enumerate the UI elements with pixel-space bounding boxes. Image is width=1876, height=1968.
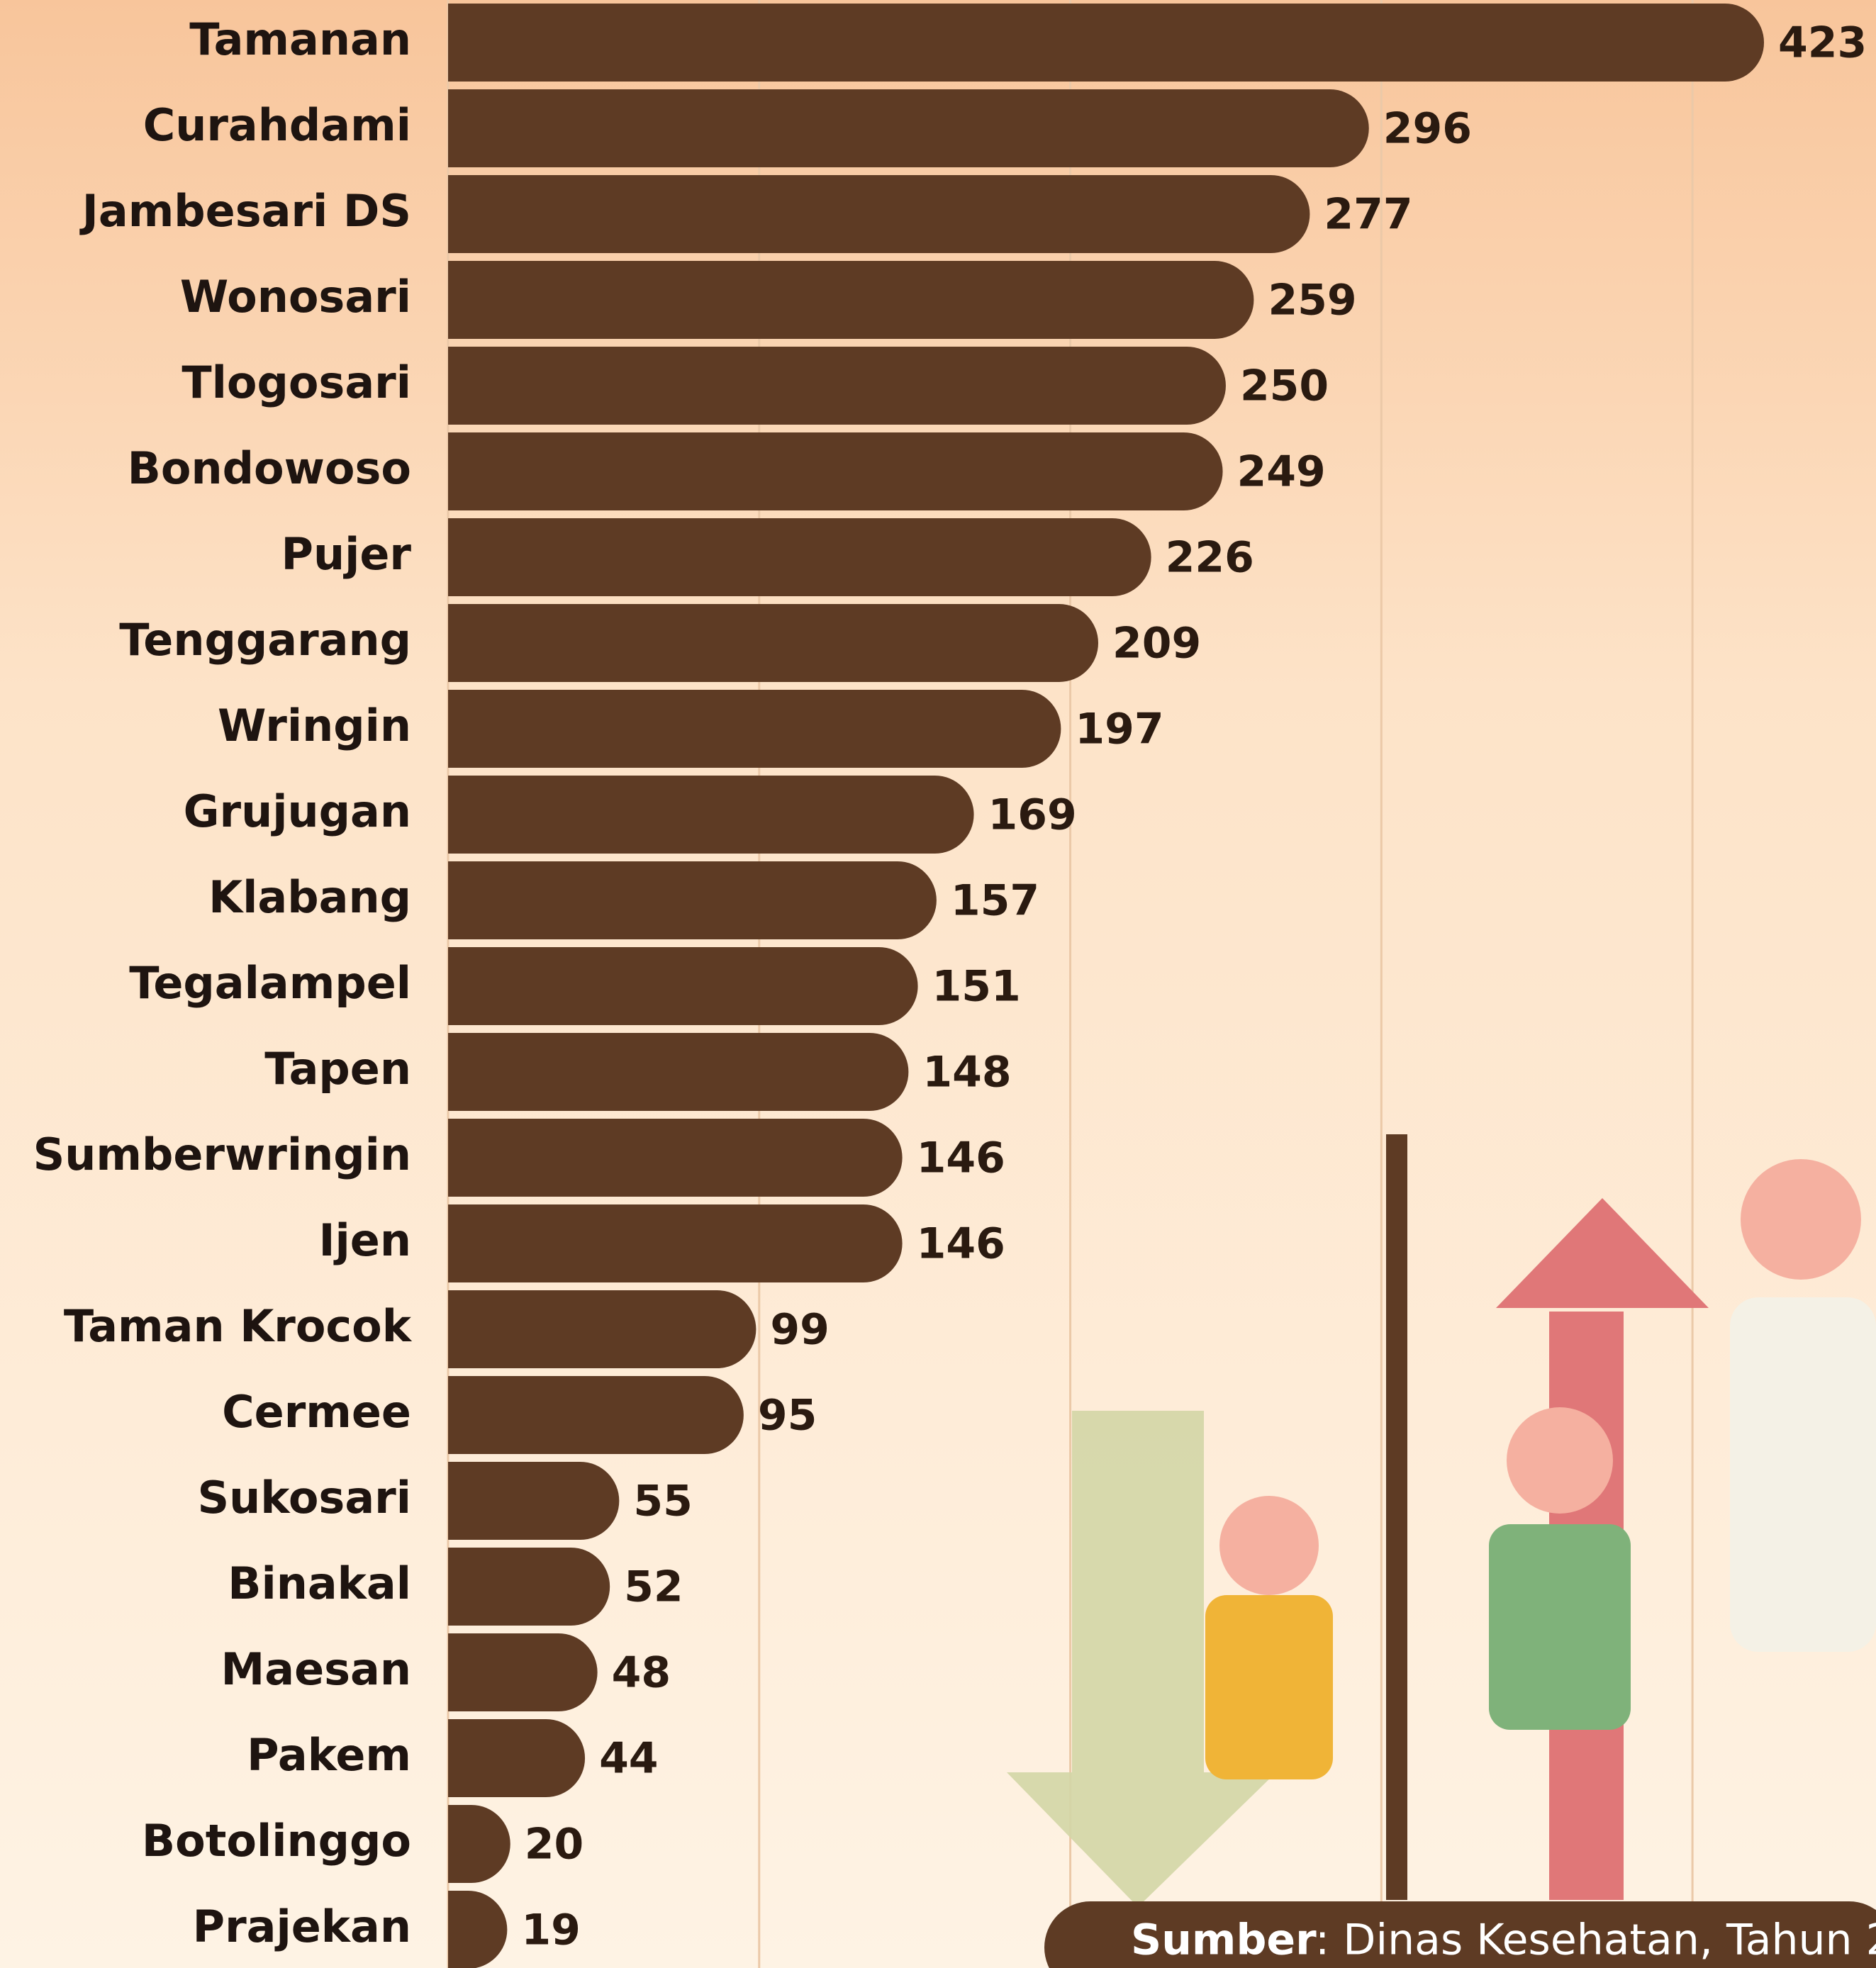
y-tick-label: Maesan <box>221 1643 411 1695</box>
child-figure <box>1507 1407 1613 1514</box>
y-tick-label: Bondowoso <box>128 442 411 494</box>
bar <box>448 4 1764 82</box>
value-label: 259 <box>1268 276 1356 325</box>
y-tick-label: Botolinggo <box>142 1815 411 1867</box>
y-tick-label: Sukosari <box>197 1472 411 1523</box>
y-tick-label: Tamanan <box>189 13 411 65</box>
bar <box>448 261 1254 339</box>
bar <box>448 604 1098 682</box>
bar <box>448 1462 619 1540</box>
bar <box>448 1033 908 1111</box>
value-label: 95 <box>758 1391 817 1441</box>
bar <box>448 690 1061 768</box>
doctor-figure <box>1730 1297 1876 1652</box>
y-tick-label: Binakal <box>228 1558 411 1609</box>
bar <box>448 861 937 939</box>
bar <box>448 1719 585 1797</box>
bar <box>448 432 1223 510</box>
value-label: 157 <box>951 876 1039 926</box>
y-tick-label: Klabang <box>208 871 411 923</box>
y-tick-label: Wonosari <box>180 271 411 323</box>
source-text: : Dinas Kesehatan, Tahun 20 <box>1315 1916 1876 1965</box>
value-label: 19 <box>521 1906 581 1955</box>
bar <box>448 776 974 854</box>
chart: Tamanan 423 Curahdami 296 Jambesari DS 277 Won… <box>0 0 1876 1968</box>
value-label: 423 <box>1778 18 1867 68</box>
value-label: 249 <box>1237 447 1326 497</box>
value-label: 209 <box>1112 619 1201 669</box>
value-label: 169 <box>988 790 1077 840</box>
bar <box>448 89 1369 167</box>
value-label: 197 <box>1075 705 1163 754</box>
y-tick-label: Tenggarang <box>119 614 411 666</box>
value-label: 20 <box>525 1820 584 1869</box>
value-label: 296 <box>1383 104 1472 154</box>
value-label: 146 <box>917 1134 1005 1183</box>
value-label: 226 <box>1166 533 1254 583</box>
child-figure <box>1489 1524 1631 1730</box>
y-tick-label: Prajekan <box>193 1901 411 1952</box>
value-label: 99 <box>770 1305 830 1355</box>
bar <box>448 1290 756 1368</box>
value-label: 250 <box>1240 362 1329 411</box>
y-tick-label: Sumberwringin <box>33 1129 411 1180</box>
bar <box>448 1548 610 1626</box>
y-tick-label: Tegalampel <box>129 957 411 1009</box>
bar <box>448 347 1226 425</box>
child-figure <box>1205 1595 1333 1779</box>
value-label: 44 <box>599 1734 659 1784</box>
value-label: 48 <box>612 1648 671 1698</box>
height-ruler <box>1386 1134 1407 1900</box>
y-tick-label: Tlogosari <box>182 357 411 408</box>
value-label: 151 <box>932 962 1021 1012</box>
y-tick-label: Curahdami <box>143 99 411 151</box>
value-label: 148 <box>922 1048 1011 1097</box>
doctor-figure <box>1741 1159 1861 1280</box>
y-tick-label: Taman Krocok <box>64 1300 413 1352</box>
y-tick-label: Pujer <box>281 528 412 580</box>
source-label: Sumber <box>1131 1916 1317 1965</box>
bar <box>448 518 1151 596</box>
y-tick-label: Ijen <box>318 1214 411 1266</box>
y-tick-label: Pakem <box>247 1729 411 1781</box>
y-tick-label: Tapen <box>264 1043 411 1095</box>
value-label: 52 <box>624 1562 683 1612</box>
value-label: 55 <box>633 1477 693 1526</box>
y-tick-label: Cermee <box>222 1386 411 1438</box>
bar <box>448 947 918 1025</box>
value-label: 146 <box>917 1219 1005 1269</box>
bar <box>448 1633 598 1711</box>
y-tick-label: Grujugan <box>184 785 411 837</box>
value-label: 277 <box>1324 190 1412 240</box>
child-figure <box>1219 1496 1319 1595</box>
bar <box>448 1119 903 1197</box>
bar <box>448 1376 744 1454</box>
bar <box>448 175 1310 253</box>
bar <box>448 1204 903 1282</box>
y-tick-label: Wringin <box>218 700 411 751</box>
y-tick-label: Jambesari DS <box>79 185 411 237</box>
